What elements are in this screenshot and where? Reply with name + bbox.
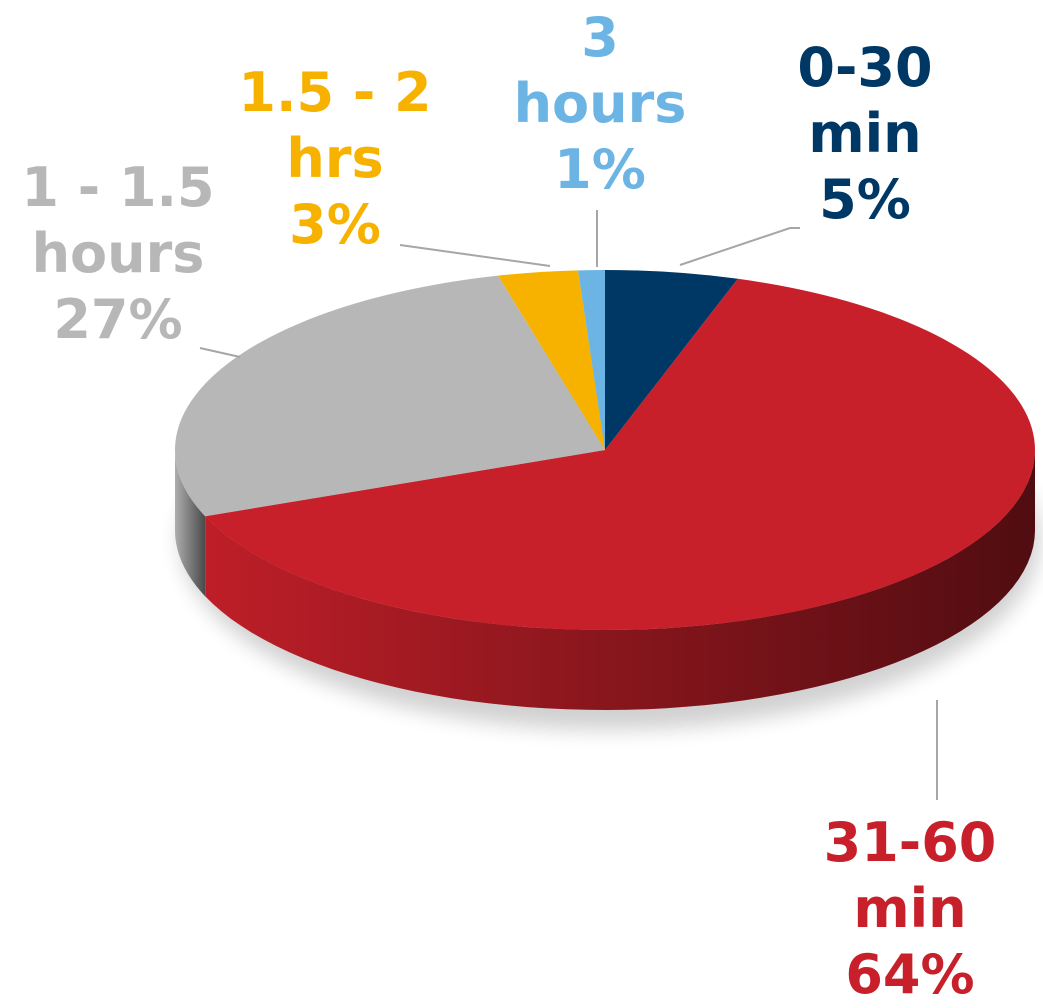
leader-line [679, 227, 800, 266]
data-label: 1 - 1.5 hours 27% [3, 155, 233, 353]
data-label: 1.5 - 2 hrs 3% [220, 60, 450, 258]
category-label: 3 hours [513, 6, 687, 135]
category-label: 1.5 - 2 hrs [238, 61, 432, 190]
data-label: 0-30 min 5% [765, 35, 965, 233]
slice [205, 278, 1035, 630]
slice [498, 270, 605, 450]
value-label: 27% [53, 288, 183, 351]
leader-line [199, 347, 241, 358]
data-label: 31-60 min 64% [800, 810, 1020, 1008]
slice [578, 270, 605, 450]
value-label: 3% [289, 193, 381, 256]
slice-side-shade [205, 450, 1035, 710]
slice [605, 270, 738, 450]
data-label: 3 hours 1% [500, 5, 700, 203]
slice-side-shade [175, 450, 206, 597]
value-label: 64% [845, 943, 975, 1006]
value-label: 1% [554, 138, 646, 201]
category-label: 31-60 min [823, 811, 997, 940]
category-label: 1 - 1.5 hours [21, 156, 215, 285]
value-label: 5% [819, 168, 911, 231]
slice [174, 275, 606, 517]
leader-line [399, 244, 551, 267]
category-label: 0-30 min [797, 36, 933, 165]
